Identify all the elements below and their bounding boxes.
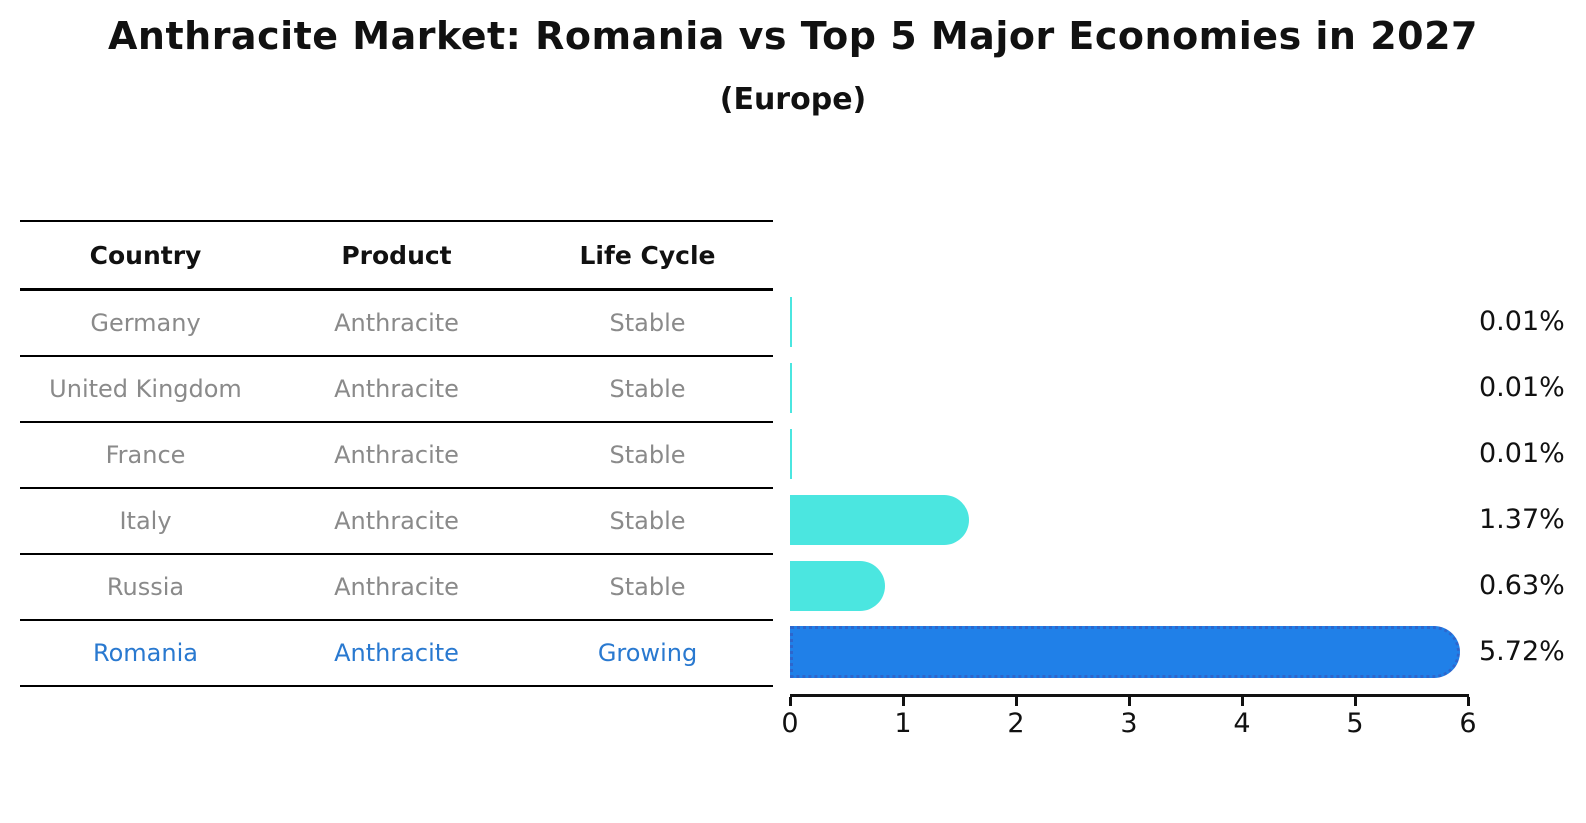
life-cycle-cell: Stable	[609, 507, 686, 535]
page-title: Anthracite Market: Romania vs Top 5 Majo…	[108, 14, 1478, 58]
bar	[790, 363, 792, 413]
x-axis-tick	[902, 697, 905, 706]
table-row-russia: Russia Anthracite Stable	[20, 555, 773, 621]
table-row-romania: Romania Anthracite Growing	[20, 621, 773, 687]
x-axis-tick-label: 6	[1459, 708, 1477, 739]
column-header-product: Product	[341, 240, 452, 270]
bar-value-label: 5.72%	[1479, 636, 1565, 667]
country-cell: France	[105, 441, 186, 469]
x-axis-tick-label: 4	[1233, 708, 1251, 739]
life-cycle-cell: Stable	[609, 375, 686, 403]
country-cell: Romania	[93, 639, 198, 667]
table-row-germany: Germany Anthracite Stable	[20, 291, 773, 357]
table-row-france: France Anthracite Stable	[20, 423, 773, 489]
country-cell: United Kingdom	[49, 375, 242, 403]
x-axis	[790, 694, 1469, 697]
x-axis-tick-label: 5	[1346, 708, 1364, 739]
life-cycle-cell: Stable	[609, 573, 686, 601]
x-axis-tick-label: 3	[1120, 708, 1138, 739]
column-header-life-cycle: Life Cycle	[579, 240, 716, 270]
bar-value-label: 0.01%	[1479, 372, 1565, 403]
table-row-united-kingdom: United Kingdom Anthracite Stable	[20, 357, 773, 423]
country-cell: Germany	[90, 309, 201, 337]
bar-value-label: 0.01%	[1479, 438, 1565, 469]
bar-value-label: 0.01%	[1479, 306, 1565, 337]
bar	[790, 297, 792, 347]
x-axis-tick-label: 0	[781, 708, 799, 739]
product-cell: Anthracite	[334, 309, 459, 337]
product-cell: Anthracite	[334, 375, 459, 403]
x-axis-tick	[789, 697, 792, 706]
product-cell: Anthracite	[334, 639, 459, 667]
bar	[790, 561, 886, 611]
bar	[790, 626, 1461, 678]
bar-value-label: 1.37%	[1479, 504, 1565, 535]
x-axis-tick-label: 2	[1007, 708, 1025, 739]
x-axis-tick-label: 1	[894, 708, 912, 739]
country-cell: Italy	[119, 507, 172, 535]
column-header-country: Country	[89, 240, 202, 270]
country-cell: Russia	[106, 573, 185, 601]
page-subtitle: (Europe)	[719, 82, 867, 117]
life-cycle-cell: Stable	[609, 309, 686, 337]
table-row-italy: Italy Anthracite Stable	[20, 489, 773, 555]
product-cell: Anthracite	[334, 441, 459, 469]
x-axis-tick	[1015, 697, 1018, 706]
life-cycle-cell: Stable	[609, 441, 686, 469]
x-axis-tick	[1241, 697, 1244, 706]
product-cell: Anthracite	[334, 507, 459, 535]
product-cell: Anthracite	[334, 573, 459, 601]
x-axis-tick	[1354, 697, 1357, 706]
x-axis-tick	[1128, 697, 1131, 706]
bar-value-label: 0.63%	[1479, 570, 1565, 601]
table-header-row: Country Product Life Cycle	[20, 222, 773, 291]
life-cycle-cell: Growing	[597, 639, 698, 667]
data-table: Country Product Life Cycle Germany Anthr…	[20, 220, 773, 687]
x-axis-tick	[1467, 697, 1470, 706]
bar	[790, 429, 792, 479]
bar	[790, 495, 969, 545]
